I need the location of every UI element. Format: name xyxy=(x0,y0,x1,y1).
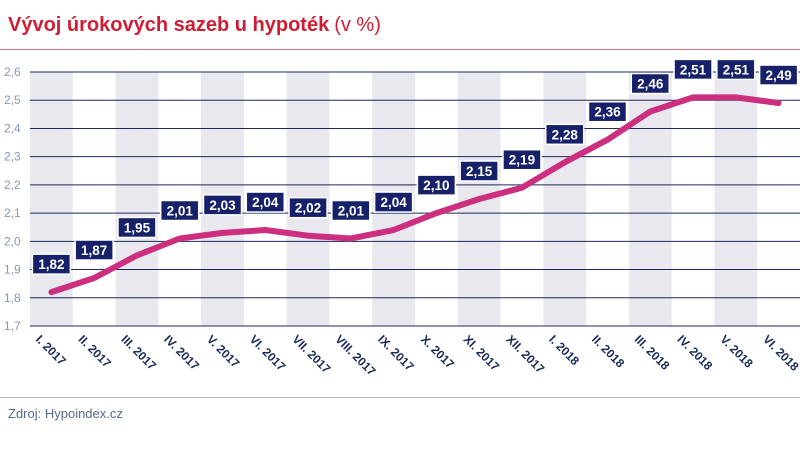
data-label: 2,36 xyxy=(594,105,621,120)
data-label-box xyxy=(758,64,799,86)
data-label: 2,51 xyxy=(723,62,750,77)
data-label-box xyxy=(502,148,542,171)
y-tick-label: 1,8 xyxy=(4,291,21,305)
footer-divider xyxy=(0,397,800,398)
x-tick-label: XII. 2017 xyxy=(503,332,547,376)
y-tick-label: 2,4 xyxy=(4,121,21,135)
data-label: 2,04 xyxy=(380,195,407,210)
data-label-box xyxy=(159,199,200,222)
data-label: 2,04 xyxy=(252,195,279,210)
column-band xyxy=(115,72,159,326)
data-label-box xyxy=(331,199,371,222)
data-label-box xyxy=(587,100,628,123)
x-tick-label: IV. 2018 xyxy=(675,332,716,373)
data-label: 2,01 xyxy=(338,204,365,219)
x-tick-label: VI. 2018 xyxy=(760,332,800,374)
data-label: 1,95 xyxy=(124,220,151,235)
data-label-box xyxy=(673,58,713,81)
data-label-box xyxy=(31,253,72,275)
y-tick-label: 2,1 xyxy=(4,206,21,220)
data-label: 2,02 xyxy=(295,201,321,216)
x-tick-label: II. 2017 xyxy=(76,332,114,370)
x-tick-label: III. 2018 xyxy=(632,332,673,373)
chart-title-unit: (v %) xyxy=(334,14,381,36)
x-tick-label: III. 2017 xyxy=(118,332,159,373)
x-tick-label: VIII. 2017 xyxy=(332,332,378,378)
x-tick-label: I. 2017 xyxy=(33,332,69,368)
column-band xyxy=(30,72,73,326)
data-label-box xyxy=(245,191,286,213)
title-divider xyxy=(0,49,800,50)
y-tick-label: 1,7 xyxy=(4,319,21,333)
source-note: Zdroj: Hypoindex.cz xyxy=(8,406,123,421)
data-label: 2,51 xyxy=(680,62,707,77)
data-label-box xyxy=(74,239,114,261)
x-tick-label: VII. 2017 xyxy=(290,332,334,376)
column-band xyxy=(543,72,587,326)
x-tick-label: IX. 2017 xyxy=(375,332,417,374)
y-tick-label: 2,3 xyxy=(4,150,21,164)
data-label-box xyxy=(416,174,457,196)
data-label: 2,01 xyxy=(167,204,194,219)
data-label: 2,10 xyxy=(423,178,449,193)
data-label: 2,49 xyxy=(765,68,791,83)
y-tick-label: 2,2 xyxy=(4,178,21,192)
y-tick-label: 2,0 xyxy=(4,234,21,248)
y-tick-label: 2,5 xyxy=(4,93,21,107)
x-tick-label: I. 2018 xyxy=(546,332,582,368)
x-tick-label: IV. 2017 xyxy=(161,332,202,373)
y-tick-label: 1,9 xyxy=(4,263,21,277)
data-label-box xyxy=(202,194,243,216)
data-label-box xyxy=(373,191,414,213)
series-line xyxy=(48,94,782,296)
column-band xyxy=(714,72,758,326)
x-tick-label: X. 2017 xyxy=(418,332,457,371)
chart-title: Vývoj úrokových sazeb u hypoték xyxy=(8,14,330,36)
x-tick-label: VI. 2017 xyxy=(247,332,289,374)
data-label-box xyxy=(459,160,499,182)
data-label: 2,19 xyxy=(509,153,535,168)
x-tick-label: V. 2018 xyxy=(717,332,756,371)
data-label-box xyxy=(544,123,585,146)
data-label: 1,87 xyxy=(81,243,107,258)
data-label-box xyxy=(630,72,671,95)
data-label: 2,46 xyxy=(637,77,664,92)
chart-title-row: Vývoj úrokových sazeb u hypoték (v %) xyxy=(8,14,381,37)
x-tick-label: XI. 2017 xyxy=(461,332,503,374)
data-label: 1,82 xyxy=(38,257,64,272)
x-tick-label: II. 2018 xyxy=(589,332,627,370)
y-tick-label: 2,6 xyxy=(4,65,21,79)
data-label: 2,15 xyxy=(466,164,493,179)
data-label: 2,28 xyxy=(552,127,579,142)
data-label-box xyxy=(117,216,157,239)
data-label: 2,03 xyxy=(209,198,236,213)
data-label-box xyxy=(288,196,328,219)
data-label-box xyxy=(716,58,756,81)
x-tick-label: V. 2017 xyxy=(204,332,243,371)
